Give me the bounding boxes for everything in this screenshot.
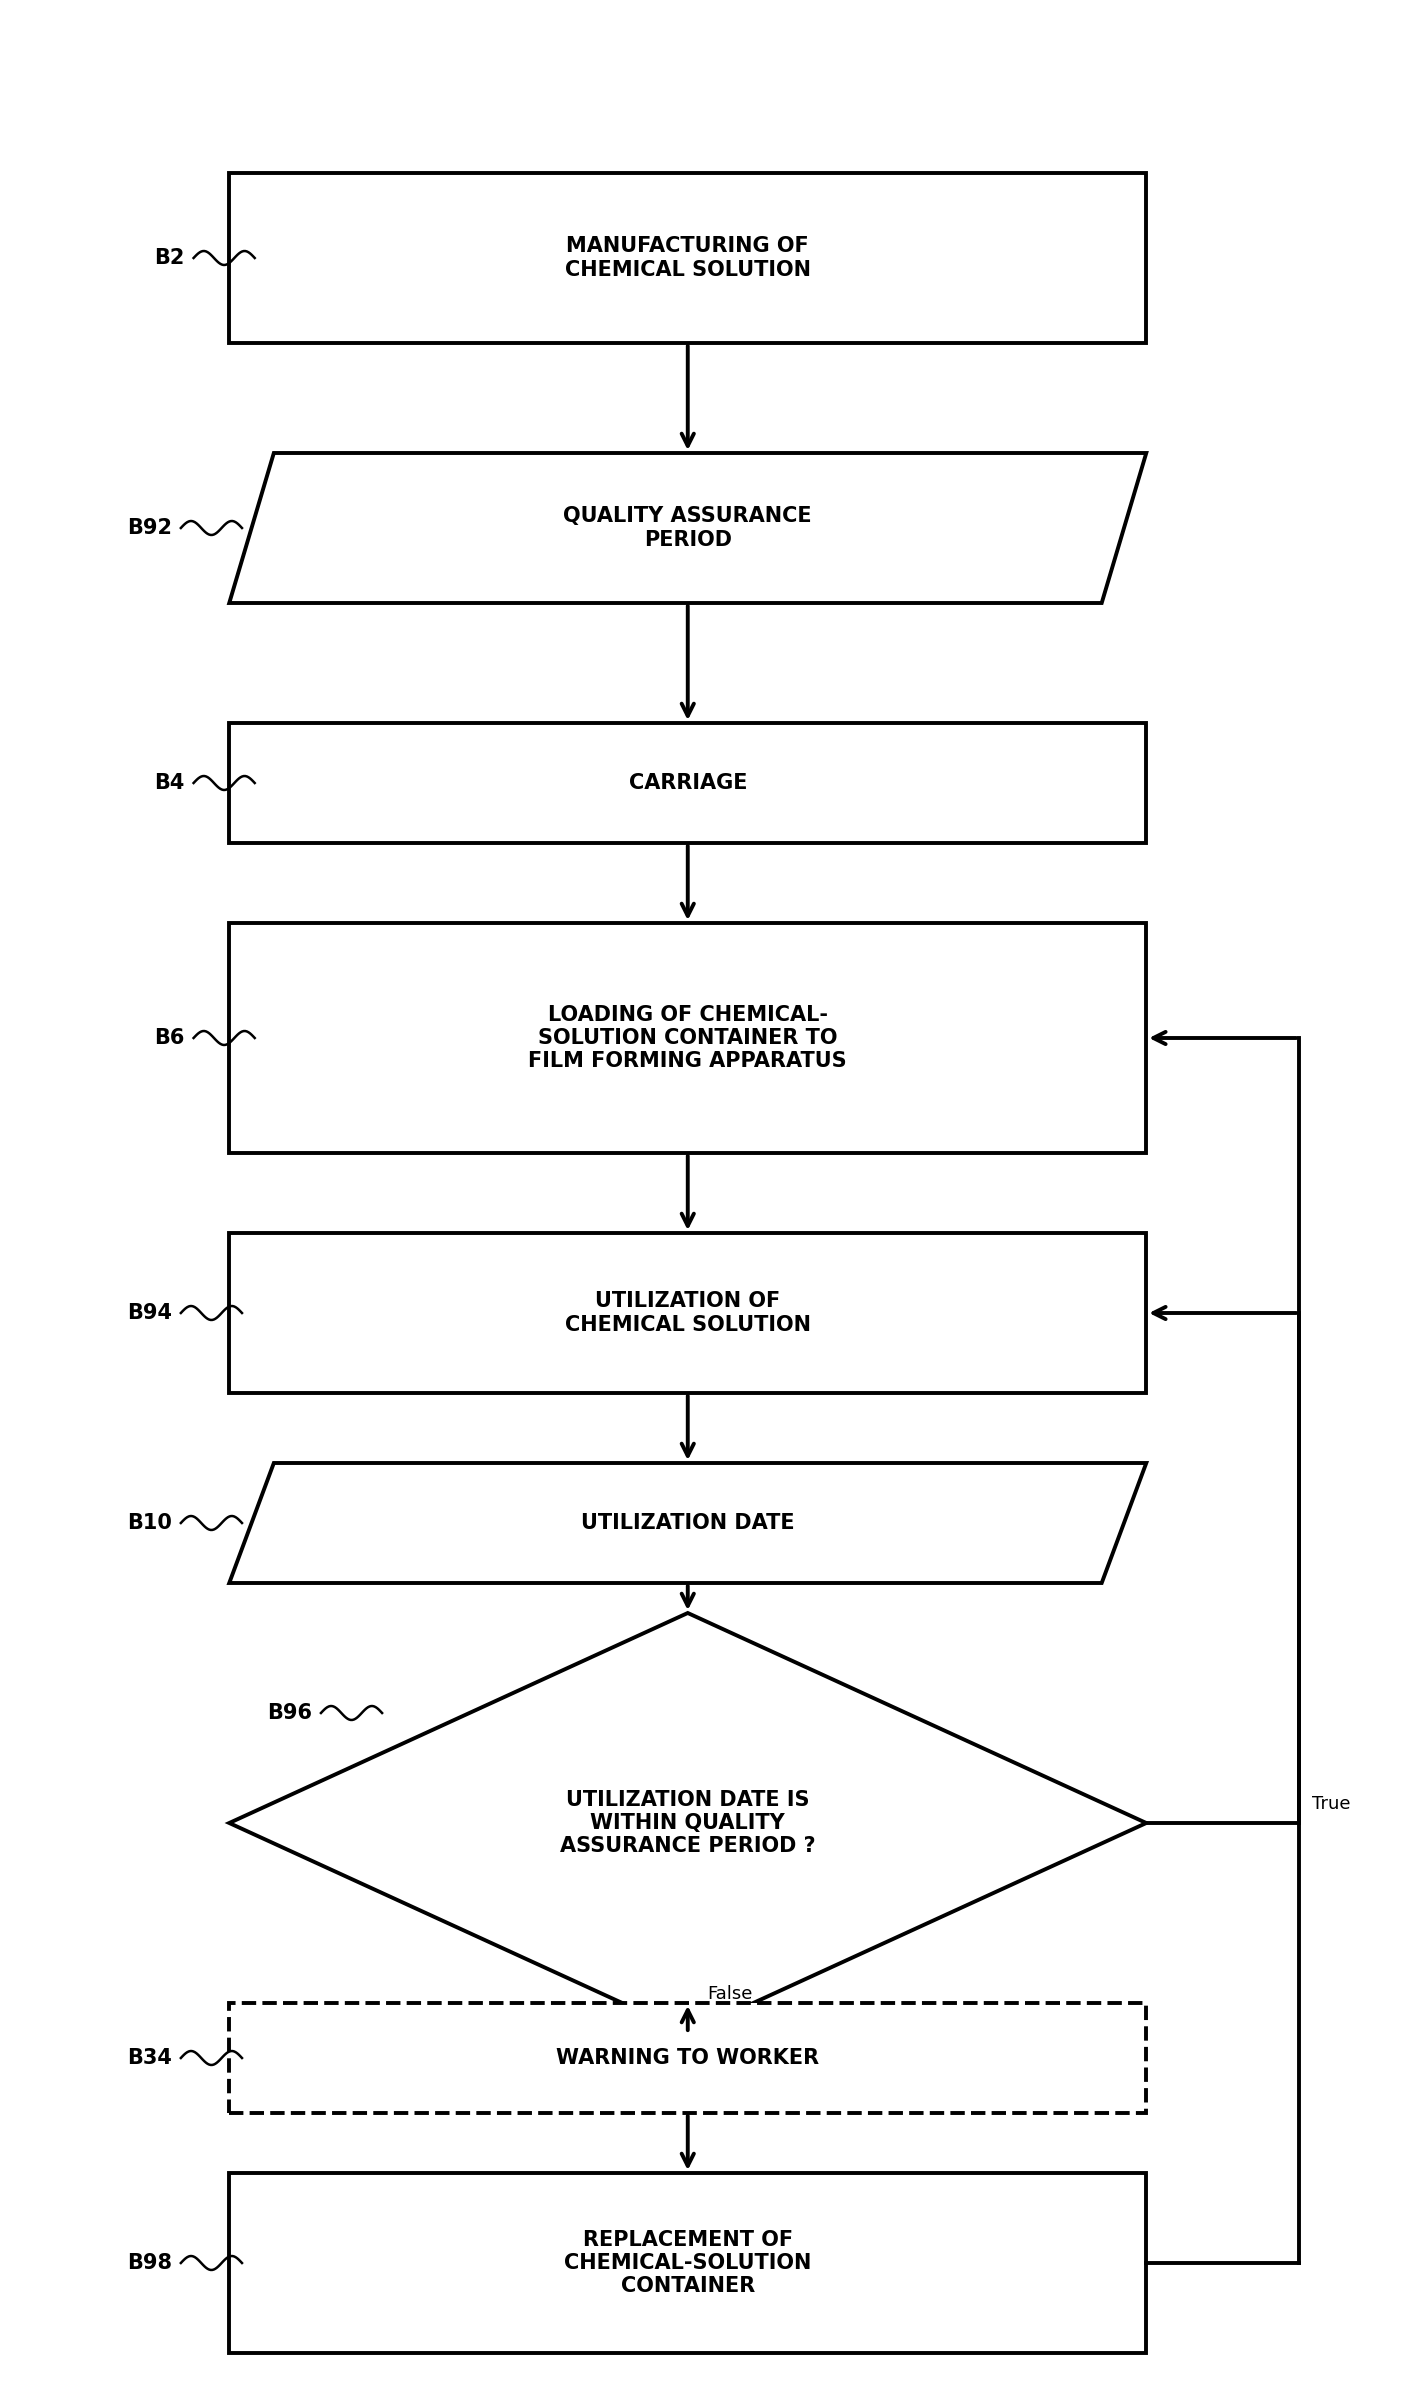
Text: B2: B2 [154,249,185,268]
Text: B94: B94 [127,1304,172,1323]
Text: B96: B96 [268,1704,312,1723]
Text: False: False [708,1986,752,2003]
Text: LOADING OF CHEMICAL-
SOLUTION CONTAINER TO
FILM FORMING APPARATUS: LOADING OF CHEMICAL- SOLUTION CONTAINER … [528,1005,848,1072]
Text: B4: B4 [154,773,185,792]
Text: UTILIZATION DATE: UTILIZATION DATE [581,1512,794,1534]
Polygon shape [230,1462,1146,1584]
Text: UTILIZATION DATE IS
WITHIN QUALITY
ASSURANCE PERIOD ?: UTILIZATION DATE IS WITHIN QUALITY ASSUR… [560,1790,815,1857]
Text: WARNING TO WORKER: WARNING TO WORKER [556,2048,820,2068]
Text: CARRIAGE: CARRIAGE [629,773,747,792]
Text: REPLACEMENT OF
CHEMICAL-SOLUTION
CONTAINER: REPLACEMENT OF CHEMICAL-SOLUTION CONTAIN… [565,2230,811,2297]
Text: B98: B98 [127,2252,172,2273]
Text: MANUFACTURING OF
CHEMICAL SOLUTION: MANUFACTURING OF CHEMICAL SOLUTION [565,237,811,280]
Text: B34: B34 [127,2048,172,2068]
Text: B92: B92 [127,517,172,538]
FancyBboxPatch shape [230,924,1146,1153]
FancyBboxPatch shape [230,723,1146,842]
FancyBboxPatch shape [230,2173,1146,2352]
Polygon shape [230,452,1146,603]
Text: B6: B6 [154,1029,185,1048]
Text: UTILIZATION OF
CHEMICAL SOLUTION: UTILIZATION OF CHEMICAL SOLUTION [565,1292,811,1335]
Text: B10: B10 [127,1512,172,1534]
FancyBboxPatch shape [230,172,1146,342]
Bar [230,2003,1146,2113]
Text: QUALITY ASSURANCE
PERIOD: QUALITY ASSURANCE PERIOD [563,507,813,550]
Polygon shape [230,1613,1146,2034]
FancyBboxPatch shape [230,1232,1146,1393]
Text: True: True [1311,1795,1351,1814]
